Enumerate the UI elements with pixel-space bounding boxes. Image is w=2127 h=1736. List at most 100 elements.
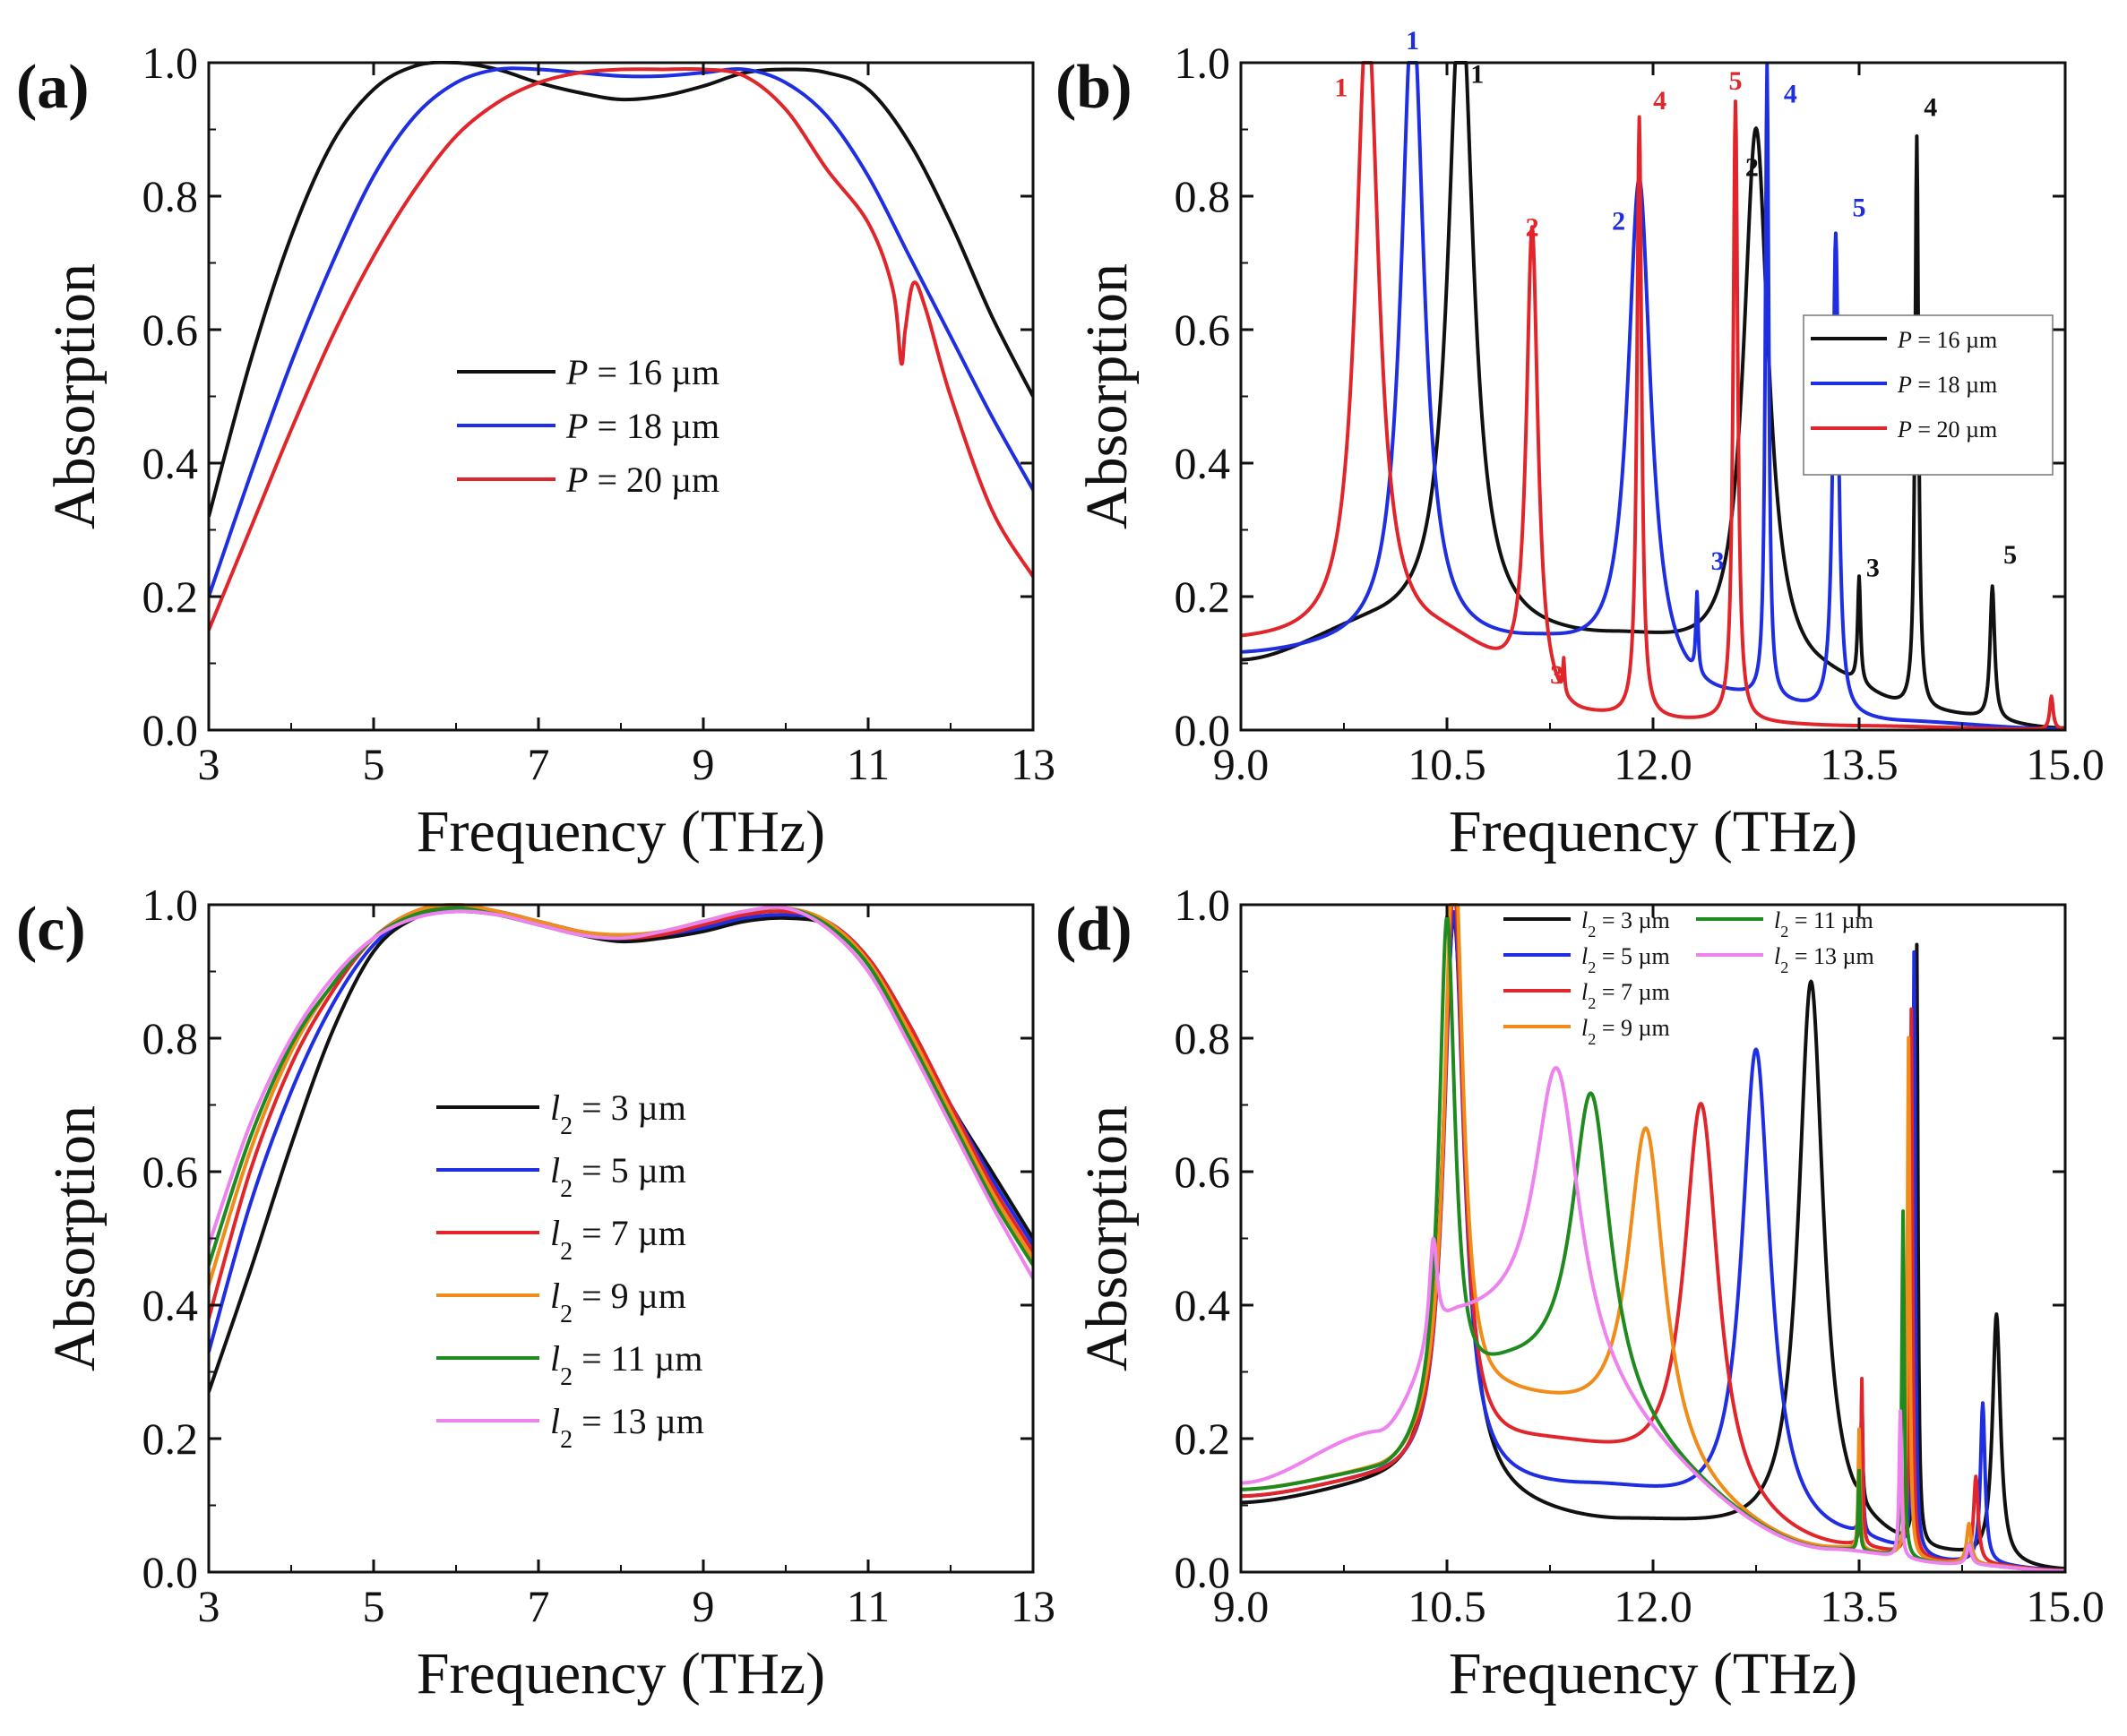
x-tick-label: 12.0: [1614, 1581, 1692, 1631]
legend-label: l2 = 7 µm: [550, 1213, 686, 1266]
legend: l2 = 3 µm l2 = 5 µm l2 = 7 µm l2 = 9 µm l2 =…: [436, 1087, 704, 1454]
series-line-blue: [1241, 61, 2065, 730]
y-tick-label: 0.6: [1175, 305, 1231, 355]
x-axis-title: Frequency (THz): [1449, 1641, 1857, 1706]
x-tick-label: 9: [693, 739, 715, 789]
series-line-red: [1241, 903, 2065, 1572]
legend-label: P = 18 µm: [565, 406, 719, 446]
x-tick-label: 7: [528, 1581, 550, 1631]
legend-label: P = 20 µm: [565, 460, 719, 500]
peak-label: 1: [1406, 26, 1419, 56]
peak-label: 2: [1612, 206, 1625, 236]
legend-label: l2 = 5 µm: [1581, 943, 1670, 976]
y-tick-label: 0.6: [142, 1147, 199, 1197]
legend-label: l2 = 9 µm: [550, 1276, 686, 1328]
y-tick-label: 0.4: [142, 1280, 199, 1330]
series-line-black: [209, 61, 1033, 518]
legend: P = 16 µm P = 18 µm P = 20 µm: [457, 352, 719, 500]
x-tick-label: 13.5: [1820, 1581, 1899, 1631]
y-tick-label: 1.0: [1175, 38, 1231, 88]
plot-area: [1241, 903, 2065, 1572]
series-line-black: [1241, 915, 2065, 1571]
peak-label: 3: [1711, 546, 1725, 576]
panel-a: 3 5 7 9 11 13 0.0 0.2 0.4 0.6 0.8 1.0 Frequency (THz…: [16, 38, 1055, 864]
y-tick-label: 0.6: [142, 305, 199, 355]
y-tick-label: 1.0: [142, 880, 199, 930]
panel-label: (a): [16, 53, 90, 122]
panel-b: 9.0 10.5 12.0 13.5 15.0 0.0 0.2 0.4 0.6 0.8 1.0 Fre…: [1055, 26, 2105, 864]
x-tick-label: 9: [693, 1581, 715, 1631]
x-tick-label: 13.5: [1820, 739, 1899, 789]
x-tick-label: 3: [198, 1581, 220, 1631]
legend-label: l2 = 9 µm: [1581, 1015, 1670, 1048]
peak-label: 5: [2003, 540, 2017, 570]
plot-area: [209, 903, 1033, 1393]
plot-area: [209, 61, 1033, 632]
legend-box: [1803, 314, 2054, 476]
legend: P = 16 µm P = 18 µm P = 20 µm: [1803, 314, 2054, 476]
y-tick-label: 0.6: [1175, 1147, 1231, 1197]
legend-label: P = 16 µm: [1897, 327, 1997, 353]
legend-label: l2 = 13 µm: [1774, 943, 1874, 976]
peak-label: 3: [1550, 660, 1563, 690]
y-axis-title: Absorption: [42, 263, 108, 529]
x-tick-label: 15.0: [2026, 1581, 2105, 1631]
panel-d: 9.0 10.5 12.0 13.5 15.0 0.0 0.2 0.4 0.6 0.8 1.0 Fre…: [1055, 880, 2105, 1706]
x-tick-label: 3: [198, 739, 220, 789]
y-tick-label: 0.4: [1175, 1280, 1231, 1330]
panel-label: (d): [1055, 895, 1132, 964]
y-tick-label: 0.4: [1175, 438, 1231, 488]
x-tick-label: 13: [1011, 1581, 1055, 1631]
series-line-black: [1241, 61, 2065, 730]
y-axis-title: Absorption: [1074, 263, 1140, 529]
x-tick-label: 7: [528, 739, 550, 789]
y-tick-label: 0.8: [142, 171, 199, 221]
y-tick-label: 0.0: [1175, 1547, 1231, 1597]
legend-label: l2 = 5 µm: [550, 1150, 686, 1203]
series-line-green: [209, 905, 1033, 1267]
y-tick-label: 0.0: [1175, 705, 1231, 755]
series-line-blue: [209, 66, 1033, 597]
x-tick-label: 5: [363, 1581, 385, 1631]
series-line-pink: [1241, 1066, 2065, 1572]
peak-label: 1: [1470, 59, 1484, 89]
x-tick-label: 11: [847, 739, 890, 789]
series-line-pink: [209, 905, 1033, 1280]
y-tick-label: 1.0: [142, 38, 199, 88]
y-tick-label: 0.0: [142, 1547, 199, 1597]
x-axis-title: Frequency (THz): [1449, 799, 1857, 864]
y-tick-label: 0.2: [142, 1414, 199, 1464]
legend-label: l2 = 11 µm: [550, 1338, 702, 1391]
y-tick-label: 0.2: [1175, 572, 1231, 622]
y-tick-label: 0.2: [1175, 1414, 1231, 1464]
y-tick-label: 0.8: [1175, 1013, 1231, 1063]
legend-label: l2 = 11 µm: [1774, 907, 1873, 941]
y-tick-label: 1.0: [1175, 880, 1231, 930]
plot-frame: [207, 61, 1035, 732]
legend-label: P = 16 µm: [565, 352, 719, 392]
legend-label: P = 20 µm: [1897, 417, 1997, 443]
peak-label: 5: [1729, 66, 1743, 96]
plot-area: [1241, 61, 2065, 730]
legend-label: l2 = 7 µm: [1581, 979, 1670, 1012]
legend-label: l2 = 3 µm: [550, 1087, 686, 1140]
peak-label: 5: [1853, 193, 1866, 222]
y-tick-label: 0.8: [142, 1013, 199, 1063]
x-tick-label: 10.5: [1408, 739, 1486, 789]
series-line-red: [1241, 61, 2065, 730]
x-tick-label: 9.0: [1213, 1581, 1270, 1631]
x-tick-label: 12.0: [1614, 739, 1692, 789]
peak-label: 2: [1526, 213, 1539, 243]
x-tick-label: 15.0: [2026, 739, 2105, 789]
legend-label: l2 = 3 µm: [1581, 907, 1670, 941]
x-tick-label: 10.5: [1408, 1581, 1486, 1631]
peak-label: 4: [1653, 86, 1666, 116]
y-tick-label: 0.8: [1175, 171, 1231, 221]
panel-label: (b): [1055, 53, 1132, 122]
legend-label: l2 = 13 µm: [550, 1401, 704, 1454]
y-tick-label: 0.4: [142, 438, 199, 488]
peak-label: 4: [1924, 93, 1937, 123]
panel-label: (c): [16, 895, 86, 964]
